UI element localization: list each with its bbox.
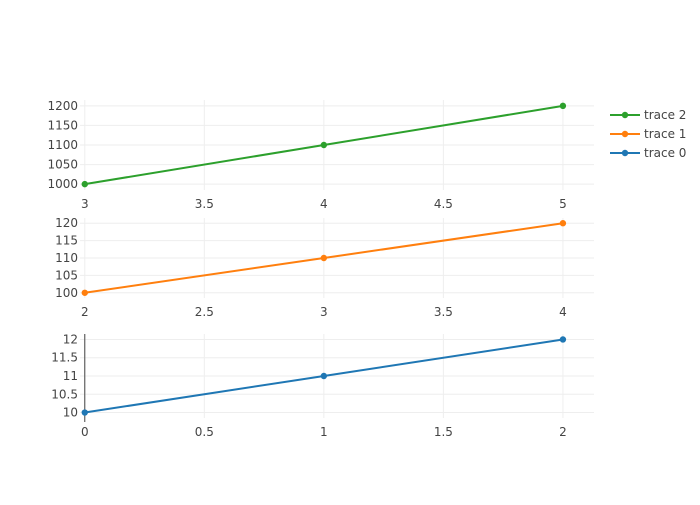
y-tick-label: 1050 (47, 158, 78, 172)
x-tick-label: 0 (81, 425, 89, 439)
y-tick-label: 11 (63, 369, 78, 383)
y-tick-label: 105 (55, 268, 78, 282)
legend-item-trace-2[interactable]: trace 2 (610, 108, 686, 122)
data-point (559, 220, 567, 227)
x-tick-label: 3.5 (195, 197, 214, 211)
legend-label: trace 1 (644, 127, 686, 141)
x-tick-label: 3 (81, 197, 89, 211)
legend-item-trace-1[interactable]: trace 1 (610, 127, 686, 141)
data-point (320, 254, 328, 262)
legend-marker (621, 111, 629, 119)
data-point (320, 141, 328, 149)
y-tick-label: 120 (55, 216, 78, 230)
x-tick-label: 3.5 (434, 305, 453, 319)
y-tick-label: 1150 (47, 118, 78, 132)
data-point (81, 409, 88, 416)
x-tick-label: 1.5 (434, 425, 453, 439)
x-tick-label: 2 (81, 305, 89, 319)
y-tick-label: 1100 (47, 138, 78, 152)
y-tick-label: 1200 (47, 99, 78, 113)
x-tick-label: 4 (320, 197, 328, 211)
data-point (320, 372, 328, 380)
x-tick-label: 4.5 (434, 197, 453, 211)
x-tick-label: 2.5 (195, 305, 214, 319)
data-point (559, 102, 567, 110)
y-tick-label: 12 (63, 332, 78, 346)
y-tick-label: 10.5 (51, 387, 78, 401)
y-tick-label: 10 (63, 406, 78, 420)
y-tick-label: 115 (55, 234, 78, 248)
y-tick-label: 100 (55, 286, 78, 300)
x-tick-label: 1 (320, 425, 328, 439)
data-point (559, 336, 567, 343)
data-point (81, 180, 88, 188)
y-tick-label: 110 (55, 251, 78, 265)
data-point (81, 289, 88, 296)
x-tick-label: 3 (320, 305, 328, 319)
legend-marker (621, 149, 629, 157)
subplot-2: 2 2.5 3 3.5 4 100 105 110 115 120 (55, 216, 594, 319)
x-tick-label: 4 (559, 305, 567, 319)
x-tick-label: 2 (559, 425, 567, 439)
x-tick-label: 5 (559, 197, 567, 211)
legend: trace 2 trace 1 trace 0 (610, 108, 686, 160)
legend-label: trace 2 (644, 108, 686, 122)
subplot-1: 3 3.5 4 4.5 5 1000 1050 1100 1150 1200 (47, 99, 594, 211)
y-tick-label: 11.5 (51, 351, 78, 365)
y-tick-label: 1000 (47, 177, 78, 191)
legend-marker (621, 130, 629, 138)
x-tick-label: 0.5 (195, 425, 214, 439)
legend-label: trace 0 (644, 146, 686, 160)
legend-item-trace-0[interactable]: trace 0 (610, 146, 686, 160)
